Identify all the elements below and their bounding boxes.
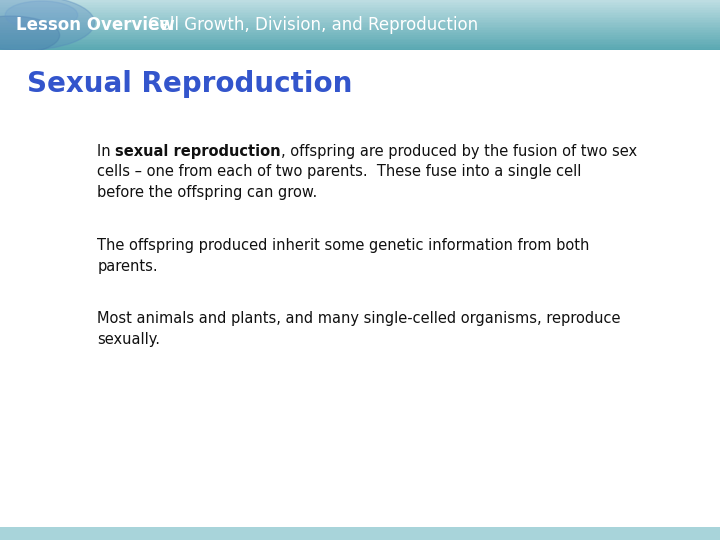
Text: , offspring are produced by the fusion of two sex: , offspring are produced by the fusion o… xyxy=(281,144,637,159)
Text: Sexual Reproduction: Sexual Reproduction xyxy=(27,70,353,98)
Text: Most animals and plants, and many single-celled organisms, reproduce: Most animals and plants, and many single… xyxy=(97,311,621,326)
Text: Cell Growth, Division, and Reproduction: Cell Growth, Division, and Reproduction xyxy=(127,16,479,34)
Text: sexual reproduction: sexual reproduction xyxy=(115,144,281,159)
Text: sexually.: sexually. xyxy=(97,332,160,347)
Text: In: In xyxy=(97,144,115,159)
Circle shape xyxy=(0,0,94,50)
Text: The offspring produced inherit some genetic information from both: The offspring produced inherit some gene… xyxy=(97,238,590,253)
Text: parents.: parents. xyxy=(97,259,158,274)
Text: cells – one from each of two parents.  These fuse into a single cell: cells – one from each of two parents. Th… xyxy=(97,164,582,179)
Text: before the offspring can grow.: before the offspring can grow. xyxy=(97,185,318,200)
Text: Lesson Overview: Lesson Overview xyxy=(16,16,174,34)
Circle shape xyxy=(0,16,60,54)
Circle shape xyxy=(5,1,78,29)
